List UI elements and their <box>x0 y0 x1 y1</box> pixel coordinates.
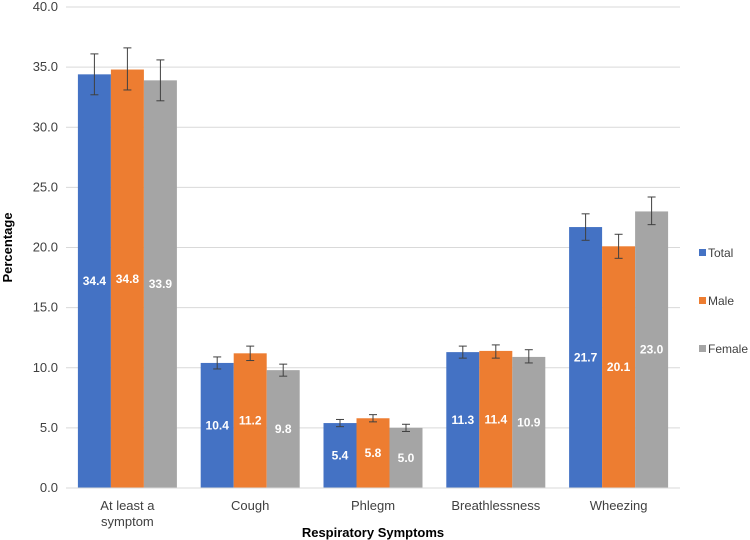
data-label: 5.4 <box>332 449 349 463</box>
y-tick-label: 30.0 <box>33 119 58 134</box>
legend-swatch-female <box>699 345 706 352</box>
error-bars <box>90 47 656 432</box>
bar-female <box>266 370 300 488</box>
data-label: 23.0 <box>640 343 664 357</box>
y-tick-label: 35.0 <box>33 59 58 74</box>
x-category-label: At least a symptom <box>100 498 155 529</box>
x-category-label: Breathlessness <box>451 498 540 513</box>
data-label: 11.2 <box>239 414 262 428</box>
legend-label-male: Male <box>708 294 734 308</box>
y-axis-title: Percentage <box>0 212 15 282</box>
bar-total <box>77 74 111 488</box>
x-category-label: Phlegm <box>351 498 395 513</box>
legend-label-total: Total <box>708 246 733 260</box>
data-label: 5.8 <box>365 446 382 460</box>
y-tick-label: 20.0 <box>33 240 58 255</box>
data-label: 9.8 <box>275 422 292 436</box>
data-label: 34.4 <box>83 274 107 288</box>
data-label: 20.1 <box>607 360 631 374</box>
bars <box>77 69 669 489</box>
bar-female <box>635 211 669 489</box>
x-category-label: Cough <box>231 498 269 513</box>
bar-male <box>602 246 636 488</box>
bar-male <box>479 350 513 488</box>
y-tick-label: 15.0 <box>33 300 58 315</box>
data-labels: 34.4 34.8 33.9 10.4 11.2 9.8 5.4 5.8 5.0 11.3 11.4… <box>83 272 664 465</box>
data-label: 11.3 <box>451 413 474 427</box>
legend: Total Male Female <box>699 246 748 356</box>
data-label: 34.8 <box>116 272 140 286</box>
legend-label-female: Female <box>708 342 748 356</box>
bar-total <box>569 227 603 488</box>
legend-swatch-total <box>699 249 706 256</box>
x-axis-categories: At least a symptom Cough Phlegm Breathlessne… <box>100 498 647 529</box>
x-axis-title: Respiratory Symptoms <box>302 525 444 540</box>
data-label: 10.9 <box>517 415 541 429</box>
y-tick-label: 25.0 <box>33 179 58 194</box>
bar-male <box>233 353 267 488</box>
bar-female <box>512 356 546 488</box>
y-tick-label: 10.0 <box>33 360 58 375</box>
data-label: 21.7 <box>574 351 598 365</box>
bar-male <box>356 418 390 488</box>
data-label: 33.9 <box>149 277 173 291</box>
x-category-label: Wheezing <box>590 498 648 513</box>
bar-total <box>200 362 234 488</box>
bar-male <box>110 69 144 488</box>
y-axis-ticks: 0.0 5.0 10.0 15.0 20.0 25.0 30.0 35.0 40.0 <box>33 0 58 495</box>
legend-swatch-male <box>699 297 706 304</box>
y-tick-label: 0.0 <box>40 480 58 495</box>
y-tick-label: 40.0 <box>33 0 58 14</box>
bar-total <box>323 423 357 488</box>
data-label: 10.4 <box>206 418 230 432</box>
bar-female <box>143 80 177 488</box>
bar-total <box>446 352 480 488</box>
y-tick-label: 5.0 <box>40 420 58 435</box>
data-label: 11.4 <box>484 412 507 426</box>
data-label: 5.0 <box>398 451 415 465</box>
bar-female <box>389 427 423 488</box>
